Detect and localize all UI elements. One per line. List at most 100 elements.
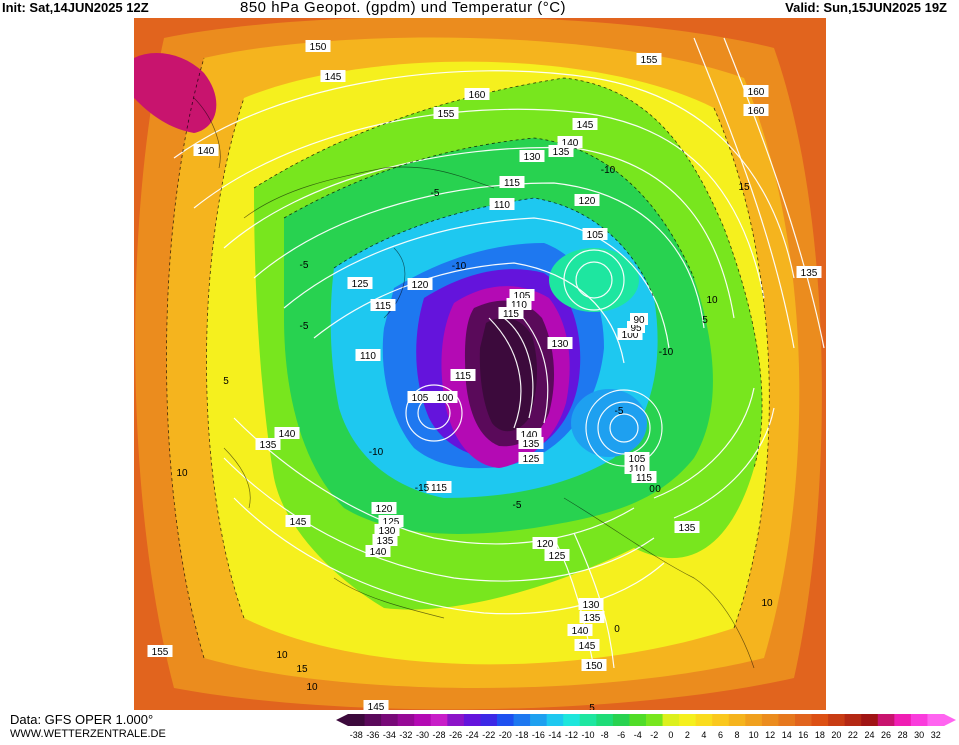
geopotential-label-bg <box>567 624 593 636</box>
colorbar-swatch <box>778 714 796 726</box>
colorbar-tick-label: -10 <box>582 730 595 740</box>
geopotential-label: 140 <box>572 626 589 637</box>
colorbar-swatch <box>811 714 829 726</box>
temperature-label: -10 <box>659 347 674 358</box>
geopotential-label: 115 <box>375 301 391 312</box>
geopotential-label-bg <box>407 278 433 290</box>
geopotential-label-bg <box>426 481 452 493</box>
geopotential-label-bg <box>574 194 600 206</box>
geopotential-label-bg <box>581 659 607 671</box>
colorbar-swatch <box>679 714 697 726</box>
geopotential-label-bg <box>548 145 574 157</box>
geopotential-label: 105 <box>629 454 646 465</box>
geopotential-label-bg <box>532 537 558 549</box>
colorbar-swatch <box>348 714 366 726</box>
colorbar-swatch <box>695 714 713 726</box>
geopotential-label: 140 <box>370 547 387 558</box>
colorbar-swatch <box>844 714 862 726</box>
geopotential-label: 155 <box>152 647 169 658</box>
colorbar-swatch <box>381 714 399 726</box>
colorbar-tick-label: 4 <box>701 730 706 740</box>
colorbar-min-arrow <box>336 714 348 726</box>
colorbar-swatch <box>861 714 879 726</box>
colorbar-swatch <box>745 714 763 726</box>
colorbar-swatch <box>910 714 928 726</box>
temperature-label: 15 <box>738 182 750 193</box>
data-source: Data: GFS OPER 1.000° <box>10 712 154 727</box>
geopotential-label: 100 <box>622 330 639 341</box>
geopotential-label-bg <box>320 70 346 82</box>
colorbar-swatch <box>712 714 730 726</box>
geopotential-label-bg <box>355 349 381 361</box>
geopotential-label: 125 <box>352 279 369 290</box>
geopotential-label-bg <box>578 598 604 610</box>
geopotential-label: 110 <box>494 200 510 211</box>
temperature-label: -5 <box>431 188 440 199</box>
colorbar-swatch <box>662 714 680 726</box>
temperature-label: 10 <box>761 598 773 609</box>
geopotential-label: 115 <box>503 309 519 320</box>
geopotential-label-bg <box>464 88 490 100</box>
colorbar-swatch <box>364 714 382 726</box>
temperature-label: 10 <box>706 295 718 306</box>
polar-map: 150 145 160 155 155 160 145 140 135 130 115 110 120 1… <box>134 18 826 710</box>
chart-title: 850 hPa Geopot. (gpdm) und Temperatur (°… <box>240 0 567 16</box>
geopotential-label: 140 <box>521 430 538 441</box>
geopotential-label: 145 <box>290 517 307 528</box>
colorbar-tick-label: 10 <box>749 730 759 740</box>
geopotential-label-bg <box>572 118 598 130</box>
geopotential-label: 120 <box>579 196 596 207</box>
colorbar-max-arrow <box>944 714 956 726</box>
colorbar-tick-label: -32 <box>399 730 412 740</box>
colorbar-swatch <box>447 714 465 726</box>
colorbar-tick-label: -16 <box>532 730 545 740</box>
colorbar-swatch <box>894 714 912 726</box>
geopotential-label-bg <box>498 307 524 319</box>
colorbar-tick-label: 8 <box>735 730 740 740</box>
colorbar-tick-label: -2 <box>650 730 658 740</box>
colorbar-tick-label: 18 <box>815 730 825 740</box>
colorbar-tick-label: -30 <box>416 730 429 740</box>
colorbar-swatch <box>497 714 515 726</box>
temperature-label: 0 <box>614 624 620 635</box>
geopotential-label: 145 <box>325 72 342 83</box>
geopotential-label: 135 <box>801 268 818 279</box>
geopotential-label-bg <box>255 438 281 450</box>
geopotential-label: 150 <box>586 661 603 672</box>
geopotential-label-bg <box>363 700 389 710</box>
geopotential-label-bg <box>365 545 391 557</box>
warm-patch-nw <box>134 53 217 133</box>
colorbar-tick-label: 22 <box>848 730 858 740</box>
colorbar-tick-label: -18 <box>515 730 528 740</box>
temperature-label: -10 <box>601 165 616 176</box>
colorbar-tick-label: 30 <box>914 730 924 740</box>
colorbar-tick-label: -34 <box>383 730 396 740</box>
temperature-label: 5 <box>702 315 708 326</box>
geopotential-label-bg <box>544 549 570 561</box>
geopotential-label-bg <box>582 228 608 240</box>
temperature-label: -15 <box>415 483 430 494</box>
colorbar-swatch <box>563 714 581 726</box>
colorbar-swatch <box>513 714 531 726</box>
geopotential-label-bg <box>305 40 331 52</box>
colorbar-swatch <box>430 714 448 726</box>
geopotential-label: 160 <box>748 106 765 117</box>
geopotential-label: 135 <box>377 536 394 547</box>
geopotential-label: 135 <box>679 523 696 534</box>
temperature-label: 0 <box>655 484 661 495</box>
colorbar-swatch <box>629 714 647 726</box>
geopotential-label-bg <box>579 611 605 623</box>
geopotential-label: 90 <box>633 315 645 326</box>
colorbar-swatch <box>480 714 498 726</box>
geopotential-label: 95 <box>630 323 642 334</box>
geopotential-label: 105 <box>514 291 531 302</box>
colorbar-tick-label: -38 <box>350 730 363 740</box>
geopotential-label-bg <box>193 144 219 156</box>
geopotential-label: 130 <box>379 526 396 537</box>
geopotential-label: 160 <box>469 90 486 101</box>
geopotential-label-bg <box>407 391 433 403</box>
colorbar-swatch <box>761 714 779 726</box>
colorbar-swatch <box>463 714 481 726</box>
colorbar-tick-label: 20 <box>831 730 841 740</box>
temperature-label: 10 <box>276 650 288 661</box>
